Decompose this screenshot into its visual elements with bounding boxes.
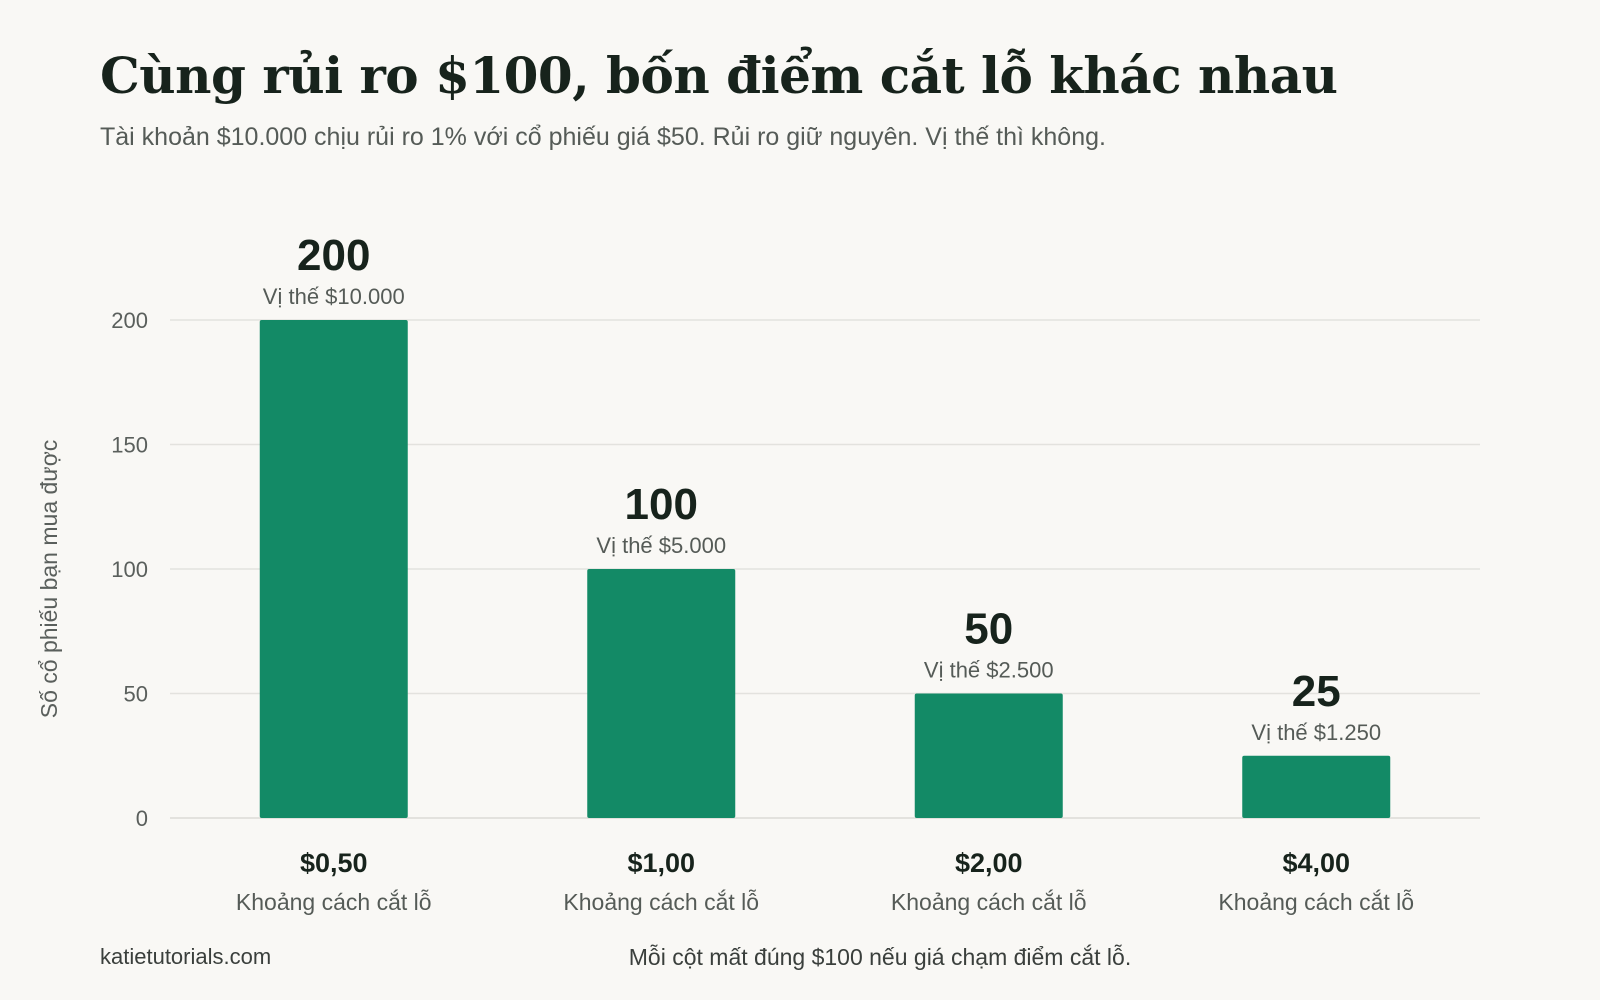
source-label: katietutorials.com bbox=[100, 944, 272, 969]
y-tick-label: 200 bbox=[111, 308, 148, 333]
bar-annotation: Vị thế $5.000 bbox=[596, 533, 726, 558]
x-tick-label: $4,00 bbox=[1282, 848, 1350, 878]
x-tick-label: $1,00 bbox=[627, 848, 695, 878]
bar-value-label: 50 bbox=[964, 605, 1013, 654]
footnote: Mỗi cột mất đúng $100 nếu giá chạm điểm … bbox=[628, 944, 1132, 970]
bar-value-label: 25 bbox=[1292, 667, 1341, 716]
x-tick-label: $2,00 bbox=[955, 848, 1023, 878]
bar bbox=[1242, 755, 1391, 818]
bar-annotation: Vị thế $10.000 bbox=[263, 284, 405, 309]
x-tick-sublabel: Khoảng cách cắt lỗ bbox=[236, 889, 432, 915]
bar-value-label: 100 bbox=[625, 480, 698, 529]
y-axis-label: Số cổ phiếu bạn mua được bbox=[36, 440, 62, 719]
bar-value-label: 200 bbox=[297, 231, 370, 280]
bar bbox=[587, 569, 736, 818]
chart-title: Cùng rủi ro $100, bốn điểm cắt lỗ khác n… bbox=[100, 46, 1338, 105]
y-tick-label: 150 bbox=[111, 433, 148, 458]
bar-annotation: Vị thế $1.250 bbox=[1251, 720, 1381, 745]
y-tick-label: 50 bbox=[124, 682, 148, 707]
bar-annotation: Vị thế $2.500 bbox=[924, 658, 1054, 683]
x-tick-label: $0,50 bbox=[300, 848, 368, 878]
y-tick-label: 100 bbox=[111, 557, 148, 582]
bar bbox=[259, 320, 408, 818]
x-tick-sublabel: Khoảng cách cắt lỗ bbox=[563, 889, 759, 915]
x-tick-sublabel: Khoảng cách cắt lỗ bbox=[891, 889, 1087, 915]
bar bbox=[914, 693, 1063, 818]
chart-subtitle: Tài khoản $10.000 chịu rủi ro 1% với cổ … bbox=[100, 123, 1106, 151]
x-tick-sublabel: Khoảng cách cắt lỗ bbox=[1218, 889, 1414, 915]
y-tick-label: 0 bbox=[136, 806, 148, 831]
